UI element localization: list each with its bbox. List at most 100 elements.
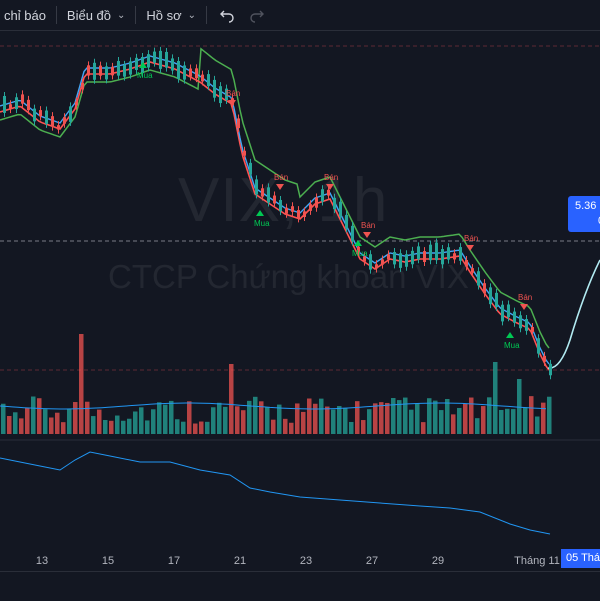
candle-body (459, 247, 462, 261)
chart-type-dropdown[interactable]: Biểu đồ ⌄ (59, 0, 133, 30)
candle-body (489, 287, 492, 305)
candle-body (315, 197, 318, 208)
candle-body (123, 64, 126, 77)
volume-bar (457, 407, 462, 434)
candle-body (303, 211, 306, 218)
sell-signal-arrow (466, 245, 474, 251)
volume-bar (217, 402, 222, 434)
sell-signal-label: Bán (361, 221, 375, 230)
candle-body (495, 292, 498, 307)
x-tick-label: Tháng 11 (514, 555, 560, 567)
volume-bar (409, 409, 414, 434)
sell-signal-arrow (276, 184, 284, 190)
candle-body (153, 51, 156, 63)
indicators-button[interactable]: chỉ báo (0, 0, 54, 30)
price-chart[interactable]: Mua Mua Mua Mua Bán Bán Bán Bán Bán Bán (0, 31, 600, 545)
candle-body (423, 251, 426, 262)
volume-bar (325, 406, 330, 434)
candle-body (105, 66, 108, 80)
volume-bar (19, 418, 24, 434)
candle-body (399, 253, 402, 268)
candle-body (363, 256, 366, 262)
candle-body (165, 51, 168, 68)
candle-body (537, 338, 540, 354)
candle-body (57, 125, 60, 130)
candle-body (15, 97, 18, 110)
volume-bar (235, 406, 240, 434)
candle-body (345, 214, 348, 229)
projection-line (547, 259, 600, 369)
undo-button[interactable] (215, 3, 239, 27)
buy-signal-arrow (506, 332, 514, 338)
volume-bar (301, 411, 306, 434)
candle-body (117, 60, 120, 76)
buy-signal-arrow (256, 210, 264, 216)
candle-body (183, 65, 186, 80)
volume-bar (511, 409, 516, 434)
volume-bar (463, 403, 468, 434)
volume-bar (313, 403, 318, 434)
candle-body (69, 106, 72, 122)
candle-body (237, 118, 240, 129)
mid-ma-line (0, 61, 550, 371)
buy-signal-label: Mua (137, 71, 153, 80)
volume-bar (337, 406, 342, 434)
candle-body (279, 199, 282, 212)
candle-body (369, 254, 372, 270)
volume-bar (13, 412, 18, 434)
volume-bar (73, 402, 78, 434)
candle-body (549, 363, 552, 376)
volume-bar (385, 402, 390, 434)
volume-bar (529, 396, 534, 434)
volume-bar (541, 402, 546, 434)
redo-button[interactable] (245, 3, 269, 27)
candle-body (159, 50, 162, 69)
volume-bar (289, 422, 294, 434)
volume-bar (361, 420, 366, 434)
chart-type-label: Biểu đồ (66, 7, 112, 23)
candle-body (9, 104, 12, 110)
sell-signal-arrow (520, 304, 528, 310)
volume-bar (523, 407, 528, 434)
current-price-value: 5.36 ( (575, 200, 600, 212)
candle-body (207, 74, 210, 87)
profile-dropdown[interactable]: Hồ sơ ⌄ (138, 0, 204, 30)
candle-body (111, 66, 114, 76)
candle-body (357, 246, 360, 253)
volume-bar (157, 402, 162, 434)
candle-body (519, 315, 522, 329)
volume-bar (97, 409, 102, 434)
volume-bar (391, 398, 396, 434)
redo-icon (250, 10, 265, 23)
candle-body (429, 244, 432, 261)
sell-signal-label: Bán (518, 293, 532, 302)
candle-body (501, 304, 504, 322)
candle-body (87, 65, 90, 76)
volume-bar (397, 400, 402, 434)
volume-bar (331, 409, 336, 434)
volume-bar (493, 362, 498, 434)
volume-bar (469, 397, 474, 434)
indicators-label: chỉ báo (4, 7, 46, 23)
volume-bar (349, 421, 354, 434)
sell-signal-arrow (326, 184, 334, 190)
sell-signal-label: Bán (226, 89, 240, 98)
volume-bar (49, 417, 54, 434)
candle-body (411, 250, 414, 265)
candle-body (465, 259, 468, 267)
sell-signal-label: Bán (464, 234, 478, 243)
candle-body (531, 327, 534, 333)
candle-body (483, 283, 486, 294)
time-axis[interactable]: 13 15 17 21 23 27 29 Tháng 11 (0, 545, 600, 571)
candle-body (219, 86, 222, 104)
volume-bar (181, 421, 186, 434)
volume-bar (205, 421, 210, 434)
chevron-down-icon: ⌄ (187, 9, 197, 21)
volume-bar (25, 407, 30, 434)
candle-body (171, 58, 174, 71)
x-tick-label: 21 (233, 555, 247, 567)
candle-body (21, 94, 24, 104)
indicator-line (0, 451, 551, 535)
profile-label: Hồ sơ (146, 7, 182, 23)
volume-bar (43, 409, 48, 434)
